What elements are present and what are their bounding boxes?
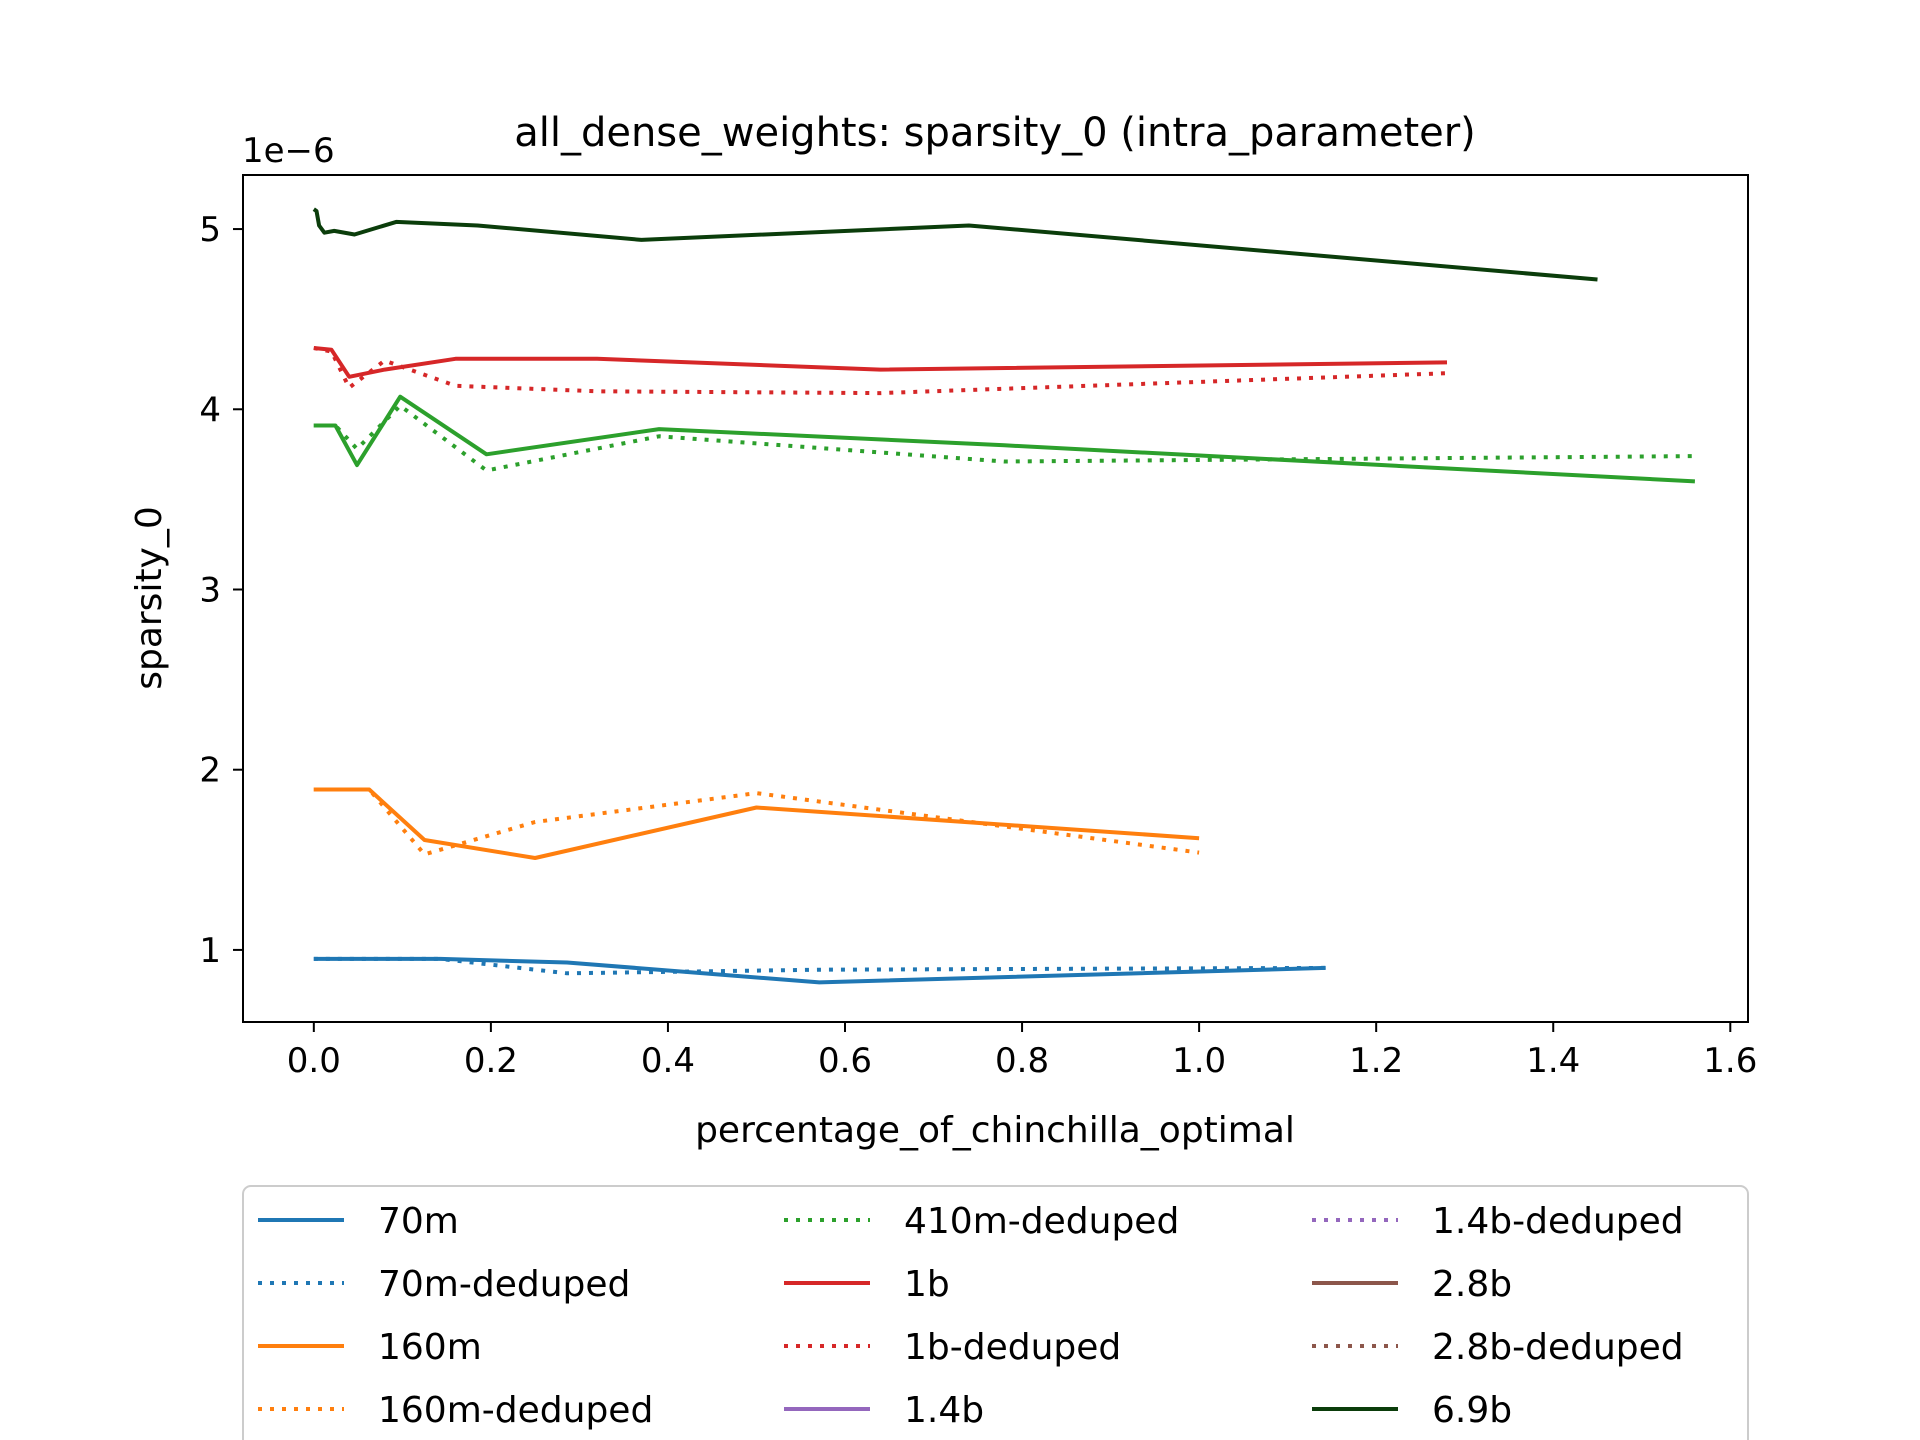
chart-title: all_dense_weights: sparsity_0 (intra_par… — [514, 110, 1476, 156]
legend-label: 1b-deduped — [904, 1327, 1121, 1368]
legend-label: 2.8b — [1432, 1264, 1512, 1305]
legend-label: 160m-deduped — [378, 1390, 653, 1431]
x-tick-label: 0.8 — [995, 1041, 1049, 1081]
x-tick-label: 0.4 — [641, 1041, 695, 1081]
plot-frame — [242, 174, 1749, 1023]
y-tick-label: 4 — [199, 390, 221, 430]
legend-label: 1.4b — [904, 1390, 984, 1431]
x-tick-label: 1.2 — [1349, 1041, 1403, 1081]
legend-entries: 70m 70m-deduped 160m 160m-deduped 410m-dedup… — [258, 1201, 1684, 1431]
legend-label: 160m — [378, 1327, 482, 1368]
series-line-1b-deduped — [313, 346, 1448, 396]
legend: 70m 70m-deduped 160m 160m-deduped 410m-dedup… — [242, 1185, 1749, 1440]
legend-label: 1b — [904, 1264, 950, 1305]
series-line-70m-deduped — [313, 956, 1326, 976]
x-tick-label: 0.6 — [818, 1041, 872, 1081]
series-line-160m-deduped — [313, 787, 1200, 857]
y-tick-label: 3 — [199, 570, 221, 610]
legend-frame — [242, 1185, 1749, 1440]
x-tick-label: 0.2 — [464, 1041, 518, 1081]
series-layer — [312, 207, 1696, 985]
series-line-160m — [313, 787, 1200, 860]
x-axis-label: percentage_of_chinchilla_optimal — [695, 1110, 1295, 1151]
y-tick-label: 2 — [199, 751, 221, 791]
series-line-1b — [313, 346, 1448, 379]
legend-label: 2.8b-deduped — [1432, 1327, 1684, 1368]
x-tick-label: 1.0 — [1172, 1041, 1226, 1081]
legend-label: 70m-deduped — [378, 1264, 630, 1305]
legend-label: 6.9b — [1432, 1390, 1512, 1431]
y-axis: 1 2 3 4 5 — [199, 210, 243, 971]
legend-label: 410m-deduped — [904, 1201, 1179, 1242]
series-line-410m-deduped — [313, 403, 1695, 473]
x-tick-label: 1.6 — [1703, 1041, 1757, 1081]
series-line-unlabeled — [313, 394, 1696, 484]
y-tick-label: 1 — [199, 931, 221, 971]
y-scale-label: 1e−6 — [242, 131, 335, 171]
y-tick-label: 5 — [199, 210, 221, 250]
legend-label: 70m — [378, 1201, 459, 1242]
x-tick-label: 1.4 — [1526, 1041, 1580, 1081]
legend-label: 1.4b-deduped — [1432, 1201, 1684, 1242]
y-axis-label: sparsity_0 — [129, 506, 170, 690]
x-tick-label: 0.0 — [287, 1041, 341, 1081]
series-line-6-9b — [312, 207, 1598, 282]
x-axis: 0.0 0.2 0.4 0.6 0.8 1.0 1.2 1.4 1.6 — [287, 1022, 1757, 1081]
